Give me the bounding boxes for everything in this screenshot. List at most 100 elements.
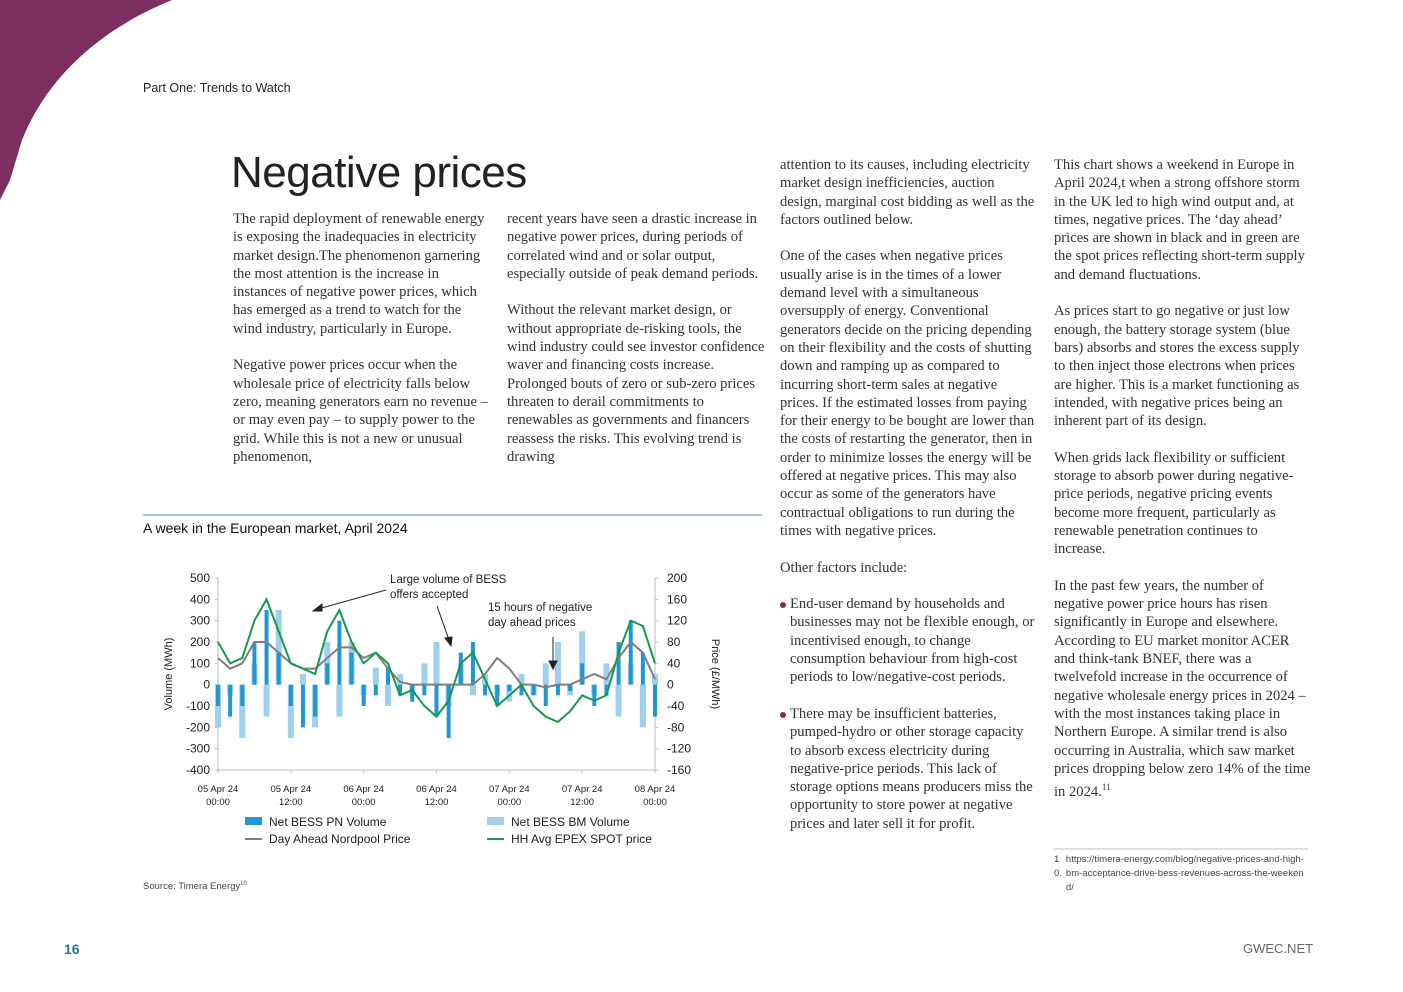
y2-tick-label: 40 (667, 656, 681, 670)
bar (240, 684, 245, 706)
bar (543, 684, 548, 706)
bar (337, 620, 342, 685)
bar (603, 663, 610, 685)
text-column: recent years have seen a drastic increas… (507, 210, 765, 484)
bar (640, 652, 645, 685)
y2-tick-label: 160 (667, 592, 687, 606)
bar (263, 684, 270, 717)
y2-tick-label: -40 (667, 699, 685, 713)
paragraph-text: recent years have seen a drastic increas… (507, 211, 759, 282)
x-tick-label: 05 Apr 24 12:00 (270, 784, 311, 808)
legend-label: Day Ahead Nordpool Price (269, 832, 411, 846)
paragraph-text: attention to its causes, including elect… (780, 157, 1035, 228)
x-tick-label: 05 Apr 24 00:00 (198, 784, 239, 808)
bar (518, 674, 525, 685)
y2-tick-label: -160 (667, 763, 691, 777)
text-column: attention to its causes, including elect… (780, 156, 1038, 851)
paragraph: The rapid deployment of renewable energy… (233, 210, 491, 338)
bar (555, 684, 560, 696)
y2-tick-label: 200 (667, 571, 687, 585)
bar (372, 667, 379, 685)
paragraph-text: One of the cases when negative prices us… (780, 248, 1035, 539)
bar (506, 684, 513, 702)
bar (349, 652, 354, 685)
paragraph-text: Other factors include: (780, 559, 908, 576)
y2-axis-title: Price (£/MWh) (709, 639, 721, 709)
bar (373, 684, 378, 696)
page-title: Negative prices (231, 148, 527, 197)
x-tick-label: 06 Apr 24 12:00 (416, 784, 457, 808)
x-tick-label: 07 Apr 24 12:00 (562, 784, 603, 808)
source-text: Source: Timera Energy (143, 881, 241, 893)
paragraph: One of the cases when negative prices us… (780, 247, 1038, 540)
paragraph-text: Without the relevant market design, or w… (507, 302, 765, 465)
y-tick-label: 200 (190, 635, 210, 649)
bar (313, 684, 318, 717)
bar (652, 674, 658, 685)
bar (542, 663, 549, 685)
paragraph-text: The rapid deployment of renewable energy… (233, 211, 485, 337)
x-tick-label: 06 Apr 24 00:00 (343, 784, 384, 808)
bar (580, 663, 585, 685)
paragraph: As prices start to go negative or just l… (1054, 302, 1312, 430)
corner-shape (0, 0, 172, 200)
bar (495, 684, 500, 706)
bar (604, 684, 609, 696)
paragraph-text: As prices start to go negative or just l… (1054, 303, 1300, 430)
bar (361, 684, 366, 706)
paragraph: Without the relevant market design, or w… (507, 301, 765, 466)
bar (300, 684, 305, 728)
y2-tick-label: 0 (667, 678, 674, 692)
y2-tick-label: -80 (667, 720, 685, 734)
bar (410, 684, 415, 702)
bar (239, 684, 246, 738)
bar (228, 684, 233, 717)
paragraph: Negative power prices occur when the who… (233, 356, 491, 466)
y-tick-label: -200 (186, 720, 210, 734)
annotation: 15 hours of negative day ahead prices (488, 602, 593, 629)
bar (434, 684, 439, 717)
paragraph: When grids lack flexibility or sufficien… (1054, 449, 1312, 559)
chart: -400-300-200-1000100200300400500-160-120… (163, 571, 721, 846)
y-tick-label: 0 (203, 678, 210, 692)
source-ref: 10 (240, 881, 247, 887)
bar (252, 642, 257, 685)
bar (554, 642, 561, 685)
bar (615, 684, 622, 717)
bar (470, 642, 475, 685)
line-series (217, 596, 656, 724)
y-tick-label: 100 (190, 656, 210, 670)
bullet-item: End-user demand by households and busine… (780, 595, 1038, 686)
bullet-item: There may be insufficient batteries, pum… (780, 705, 1038, 833)
y2-tick-label: 80 (667, 635, 681, 649)
bar (639, 684, 646, 728)
bar (458, 652, 463, 685)
y2-tick-label: -120 (667, 742, 691, 756)
bar (469, 684, 476, 696)
paragraph: recent years have seen a drastic increas… (507, 210, 765, 283)
text-column: This chart shows a weekend in Europe in … (1054, 156, 1312, 820)
paragraph-text: This chart shows a weekend in Europe in … (1054, 157, 1305, 283)
paragraph: In the past few years, the number of neg… (1054, 577, 1312, 801)
y-tick-label: -100 (186, 699, 210, 713)
paragraph-text: Negative power prices occur when the who… (233, 357, 488, 465)
bar (216, 684, 220, 706)
bar (507, 684, 512, 692)
legend-swatch (487, 817, 504, 825)
bar (616, 642, 621, 685)
bar (421, 663, 428, 685)
bar (592, 684, 597, 706)
bar (288, 684, 293, 706)
arrows (311, 589, 558, 671)
bar (325, 663, 330, 685)
bar (579, 631, 586, 685)
bar (385, 667, 390, 685)
y-axis-title: Volume (MWh) (163, 638, 175, 711)
bar (336, 684, 343, 717)
bar (433, 642, 440, 685)
bar (299, 674, 306, 685)
paragraph: attention to its causes, including elect… (780, 156, 1038, 229)
bar (653, 684, 657, 717)
bar (264, 610, 269, 685)
